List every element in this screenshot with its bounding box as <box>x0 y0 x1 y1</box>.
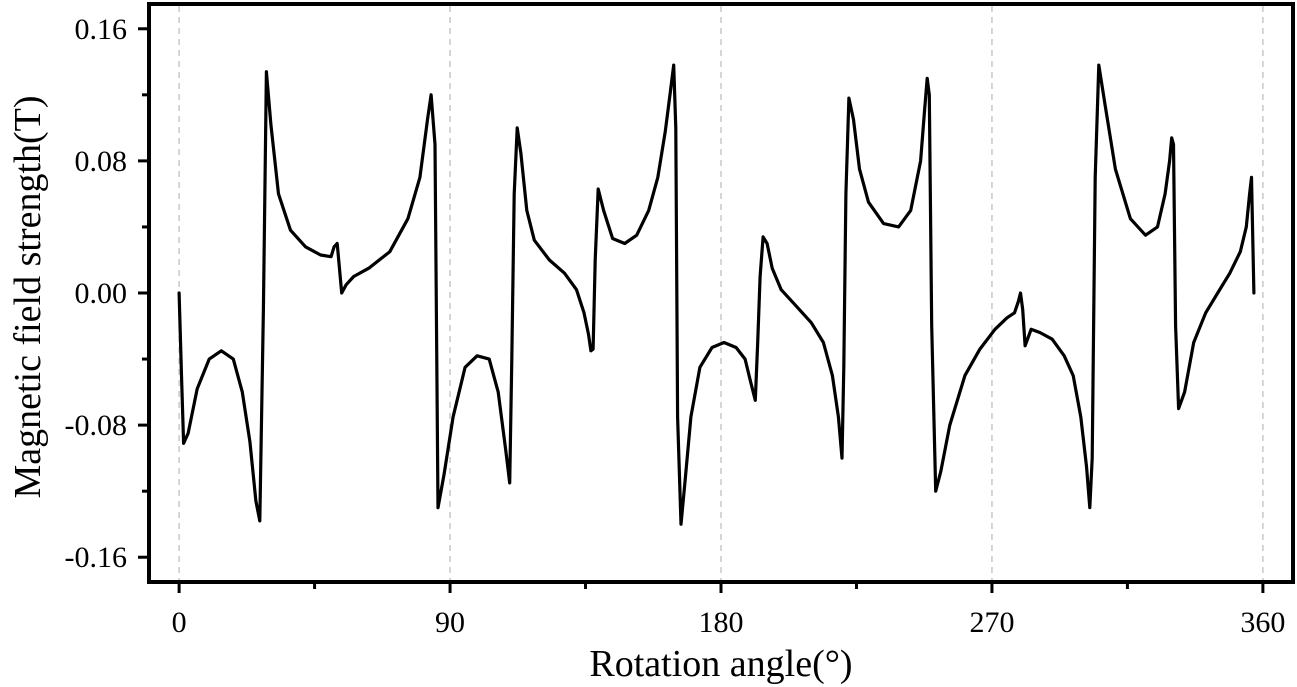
y-tick-label: -0.16 <box>65 541 128 574</box>
x-tick-label: 0 <box>172 606 187 639</box>
y-tick-label: -0.08 <box>65 409 128 442</box>
y-axis: -0.16 -0.08 0.00 0.08 0.16 <box>65 13 149 574</box>
x-tick-label: 270 <box>969 606 1014 639</box>
y-axis-title: Magnetic field strength(T) <box>7 95 49 498</box>
x-tick-label: 360 <box>1240 606 1285 639</box>
y-tick-label: 0.16 <box>75 13 128 46</box>
x-tick-label: 90 <box>435 606 465 639</box>
series-layer <box>177 63 1256 526</box>
x-axis-title: Rotation angle(°) <box>589 643 852 685</box>
y-tick-label: 0.08 <box>75 145 128 178</box>
series-line <box>177 63 1256 526</box>
y-tick-label: 0.00 <box>75 277 128 310</box>
x-tick-label: 180 <box>699 606 744 639</box>
x-axis: 0 90 180 270 360 <box>172 582 1285 639</box>
